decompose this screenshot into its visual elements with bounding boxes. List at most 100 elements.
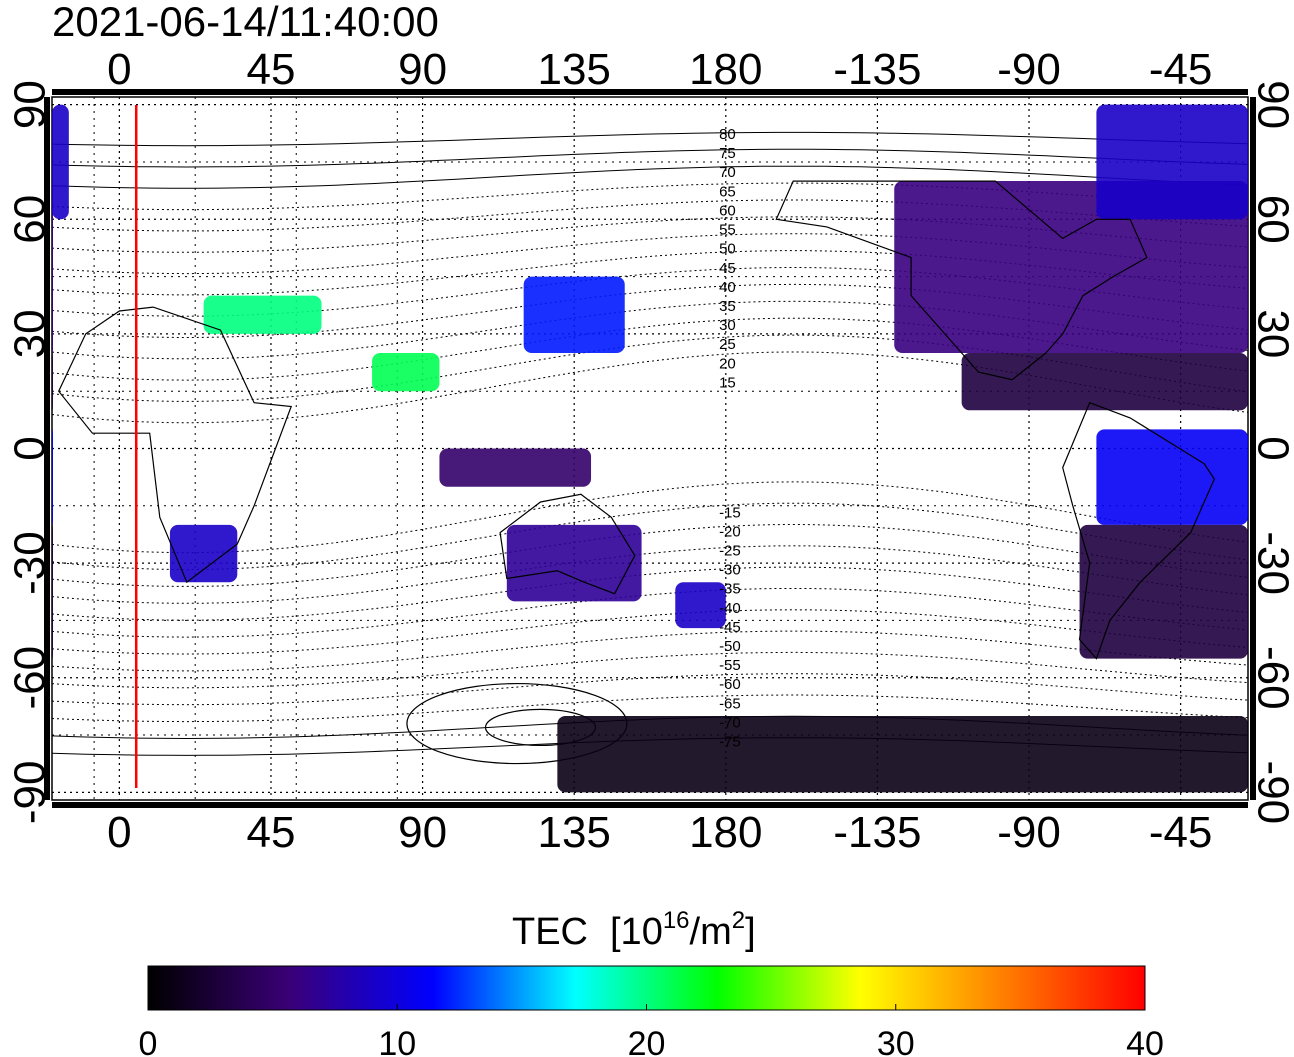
contour-label: 25 (719, 336, 736, 353)
contour-label: -40 (719, 600, 741, 617)
tec-data-regions (52, 104, 1248, 793)
y-tick-label-left: -90 (6, 761, 55, 825)
x-tick-label-bottom: 180 (689, 808, 762, 857)
coastline (57, 306, 293, 584)
timestamp-title: 2021-06-14/11:40:00 (52, 0, 439, 45)
y-axis-right: 90 60 30 0 -30 -60 -90 (1248, 80, 1294, 824)
y-tick-label-left: 0 (6, 436, 55, 460)
contour-label: 30 (719, 317, 736, 334)
x-tick-label-bottom: 0 (107, 808, 131, 857)
colorbar-ticks: 0 10 20 30 40 (139, 1004, 1164, 1057)
map-plot-area: 80 75 70 65 60 55 50 45 40 35 30 25 20 15 -15 -20 -25 -30… (44, 89, 1256, 808)
colorbar-tick-label: 20 (628, 1025, 666, 1057)
contour-label: -20 (719, 523, 741, 540)
y-tick-label-right: 0 (1248, 436, 1294, 460)
tec-region (169, 524, 238, 583)
contour-label: 40 (719, 279, 736, 296)
contour-line (52, 588, 1248, 638)
y-tick-label-right: 90 (1248, 80, 1294, 129)
x-tick-label-top: 0 (107, 45, 131, 94)
contour-line (52, 131, 1248, 147)
frame-bar-right (1250, 97, 1256, 800)
contour-label: -55 (719, 657, 741, 674)
tec-region (52, 104, 69, 220)
contour-line (52, 317, 1248, 381)
colorbar-gradient (147, 965, 1146, 1011)
tec-region (52, 181, 53, 353)
frame-bar-left (44, 97, 50, 800)
contour-label: -65 (719, 695, 741, 712)
frame-bar-top (52, 89, 1248, 95)
frame-bar-bottom (52, 802, 1248, 808)
contour-label: -75 (719, 734, 741, 751)
tec-region (52, 524, 53, 659)
contour-label: -45 (719, 619, 741, 636)
x-tick-label-bottom: -90 (997, 808, 1061, 857)
y-tick-label-left: -30 (6, 531, 55, 595)
contour-label: -70 (719, 714, 741, 731)
x-tick-label-top: -135 (833, 45, 921, 94)
contour-line (52, 165, 1248, 189)
contour-label: 80 (719, 126, 736, 143)
x-tick-label-bottom: 135 (537, 808, 610, 857)
colorbar-unit-exp: 16 (663, 907, 690, 934)
x-axis-bottom: 0 45 90 135 180 -135 -90 -45 (107, 808, 1212, 857)
contour-line (52, 523, 1248, 587)
contour-label: 20 (719, 355, 736, 372)
contour-label: -60 (719, 676, 741, 693)
colorbar-tick-label: 30 (877, 1025, 915, 1057)
y-axis-left: 90 60 30 0 -30 -60 -90 (6, 80, 55, 824)
coastlines (57, 180, 1215, 660)
contour-label: -25 (719, 543, 741, 560)
x-tick-label-bottom: -135 (833, 808, 921, 857)
x-tick-label-bottom: 45 (247, 808, 296, 857)
y-tick-label-left: 90 (6, 80, 55, 129)
colorbar-title: TEC [1016/m2] (512, 907, 756, 953)
tec-region (523, 276, 625, 353)
x-tick-label-top: 45 (247, 45, 296, 94)
coastline (1062, 401, 1215, 660)
contour-line (52, 545, 1248, 604)
x-tick-label-top: 90 (398, 45, 447, 94)
colorbar-unit-prefix: [10 (610, 911, 663, 953)
tec-region (1096, 429, 1248, 525)
colorbar-tick-label: 40 (1126, 1025, 1164, 1057)
contour-labels: 80 75 70 65 60 55 50 45 40 35 30 25 20 15 -15 -20 -25 -30… (719, 126, 741, 751)
colorbar-tick-label: 10 (378, 1025, 416, 1057)
contour-label: 65 (719, 183, 736, 200)
contour-label: 55 (719, 222, 736, 239)
x-tick-label-bottom: 90 (398, 808, 447, 857)
y-tick-label-right: 30 (1248, 309, 1294, 358)
tec-region (506, 524, 642, 602)
tec-region (894, 181, 1248, 353)
coastline (775, 180, 1148, 381)
frame-bars (44, 89, 1256, 808)
y-tick-label-left: -60 (6, 646, 55, 710)
contour-label: 15 (719, 374, 736, 391)
contour-label: -15 (719, 504, 741, 521)
colorbar-unit-suffix: ] (745, 911, 756, 953)
x-tick-label-top: 180 (689, 45, 762, 94)
colorbar-tick-label: 0 (139, 1025, 158, 1057)
contour-label: 75 (719, 145, 736, 162)
contour-label: 70 (719, 164, 736, 181)
contour-line (52, 148, 1248, 168)
y-tick-label-left: 30 (6, 309, 55, 358)
x-tick-label-bottom: -45 (1149, 808, 1213, 857)
tec-region (557, 715, 1248, 793)
y-tick-label-right: -60 (1248, 646, 1294, 710)
tec-region (52, 352, 53, 411)
colorbar-title-name: TEC (512, 911, 588, 953)
x-tick-label-top: -45 (1149, 45, 1213, 94)
x-axis-top: 0 45 90 135 180 -135 -90 -45 (107, 45, 1212, 94)
y-tick-label-right: -30 (1248, 531, 1294, 595)
x-tick-label-top: -90 (997, 45, 1061, 94)
contour-label: -35 (719, 581, 741, 598)
colorbar-unit-exp2: 2 (732, 907, 745, 934)
x-tick-label-top: 135 (537, 45, 610, 94)
tec-region (1096, 104, 1248, 220)
contour-label: 45 (719, 260, 736, 277)
y-tick-label-right: 60 (1248, 195, 1294, 244)
contour-label: 50 (719, 241, 736, 258)
